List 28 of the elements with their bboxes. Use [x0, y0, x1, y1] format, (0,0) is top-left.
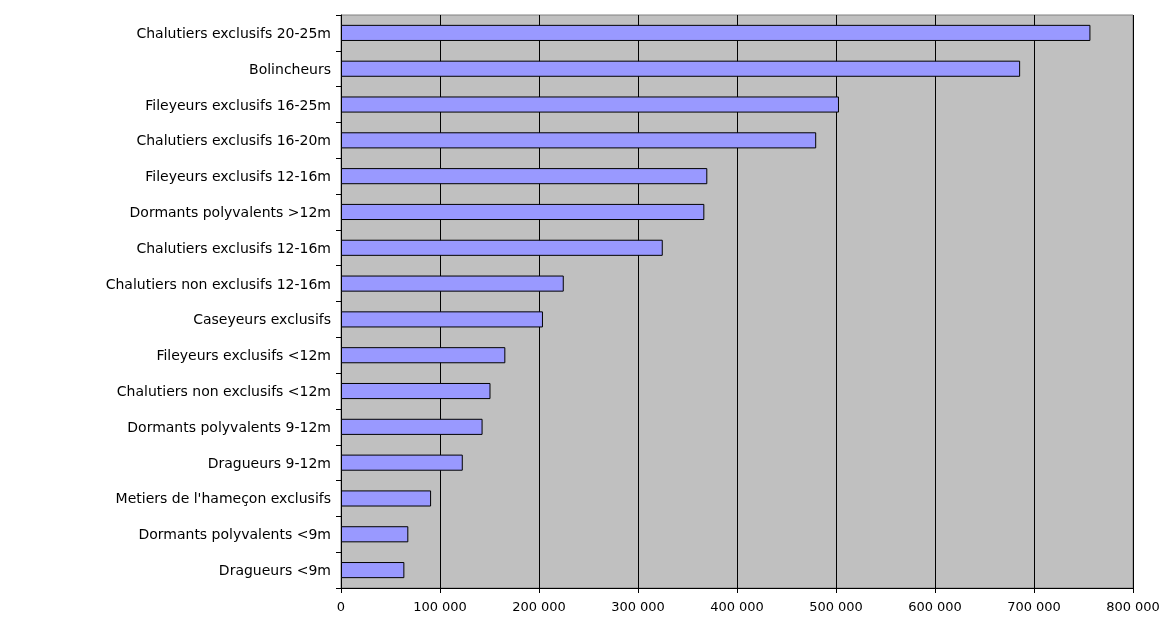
y-tick-label: Dormants polyvalents <9m — [138, 526, 331, 543]
x-tick-label: 800 000 — [1106, 599, 1160, 614]
x-tick-label: 600 000 — [908, 599, 962, 614]
x-tick-label: 300 000 — [611, 599, 665, 614]
y-tick-label: Dragueurs <9m — [218, 562, 331, 579]
y-tick-label: Fileyeurs exclusifs 12-16m — [145, 168, 331, 185]
x-tick-label: 200 000 — [512, 599, 566, 614]
y-tick-label: Chalutiers exclusifs 16-20m — [136, 132, 331, 149]
x-tick-label: 700 000 — [1007, 599, 1061, 614]
y-tick-label: Chalutiers non exclusifs <12m — [116, 383, 331, 400]
y-tick-label: Fileyeurs exclusifs 16-25m — [145, 96, 331, 113]
y-tick-label: Dormants polyvalents 9-12m — [127, 418, 331, 435]
bar — [341, 490, 432, 507]
y-tick-label: Fileyeurs exclusifs <12m — [156, 347, 331, 364]
bar — [341, 562, 405, 579]
y-tick-label: Chalutiers exclusifs 20-25m — [136, 24, 331, 41]
y-tick-label: Caseyeurs exclusifs — [193, 311, 331, 328]
y-tick-label: Dormants polyvalents >12m — [129, 203, 331, 220]
bar — [341, 526, 409, 543]
y-tick-label: Chalutiers exclusifs 12-16m — [136, 239, 331, 256]
x-tick-label: 400 000 — [710, 599, 764, 614]
y-tick-label: Bolincheurs — [249, 60, 331, 77]
x-tick-label: 500 000 — [809, 599, 863, 614]
y-tick-label: Chalutiers non exclusifs 12-16m — [105, 275, 331, 292]
y-tick-label: Metiers de l'hameçon exclusifs — [115, 490, 331, 507]
x-tick-label: 100 000 — [413, 599, 467, 614]
y-tick-label: Dragueurs 9-12m — [207, 454, 331, 471]
x-tick-label: 0 — [336, 599, 346, 614]
